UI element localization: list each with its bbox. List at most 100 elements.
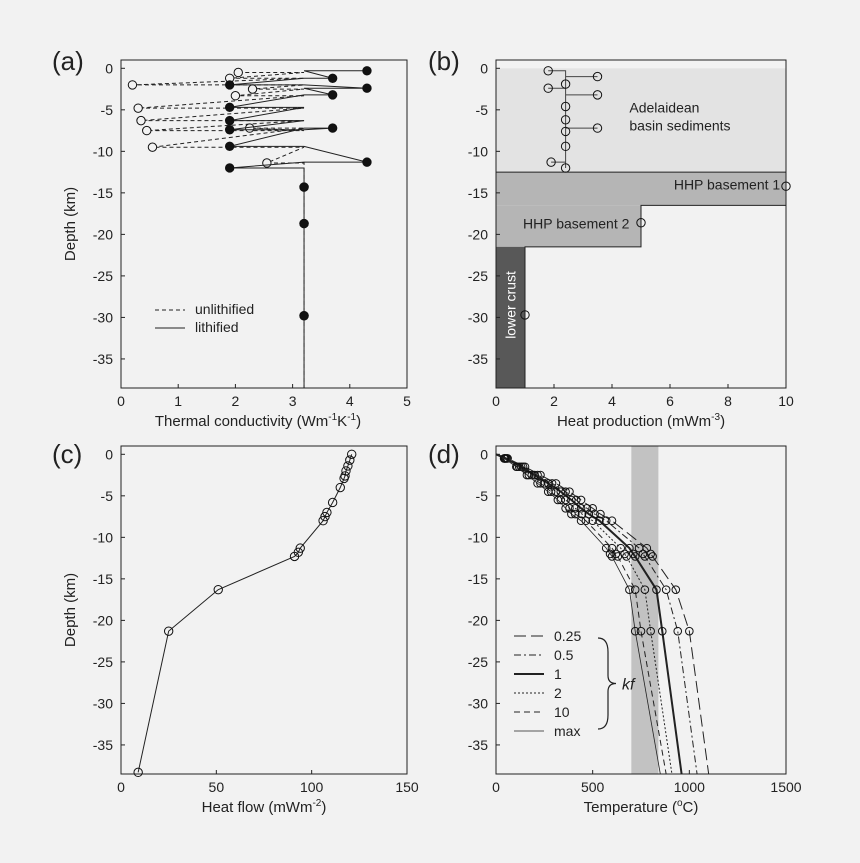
y-tick-label: -5: [476, 488, 489, 504]
y-tick-label: -10: [468, 143, 488, 159]
data-point-lithified: [327, 90, 338, 100]
data-point-unlithified: [247, 84, 258, 94]
y-tick-label: -10: [93, 529, 113, 545]
data-point-unlithified: [147, 142, 158, 152]
data-point-lithified: [299, 311, 309, 321]
x-tick-label: 2: [550, 393, 558, 409]
data-point-lithified: [299, 182, 309, 192]
x-axis-label-a: Thermal conductivity (Wm-1K-1): [155, 412, 361, 430]
data-point: [592, 71, 603, 82]
y-axis-label-c: Depth (km): [62, 573, 79, 647]
sediment-profile-line: [548, 70, 598, 168]
x-axis-label-b-part: ): [720, 413, 725, 430]
x-axis-label-a-part: K: [337, 413, 347, 430]
x-tick-label: 0: [492, 393, 500, 409]
region-2: [496, 205, 641, 247]
y-tick-label: -35: [468, 737, 488, 753]
data-point: [320, 511, 330, 522]
x-axis-label-a-part: -1: [347, 412, 356, 423]
x-axis-label-a-part: ): [356, 413, 361, 430]
y-tick-label: -30: [468, 695, 488, 711]
x-tick-label: 4: [346, 393, 354, 409]
legend-label-kf-1: 1: [554, 666, 562, 682]
data-point-kf-0.25: [588, 503, 597, 513]
data-point-kf-2: [616, 543, 626, 553]
region-label-sediments-line2: basin sediments: [629, 118, 730, 134]
x-axis-label-a-part: Thermal conductivity (Wm: [155, 413, 328, 430]
data-point: [163, 626, 174, 636]
data-point-kf-1: [630, 552, 640, 561]
x-axis-label-d-part: o: [677, 798, 683, 809]
x-tick-label: 2: [232, 393, 240, 409]
x-tick-label: 8: [724, 393, 732, 409]
data-point-kf-10: [636, 626, 646, 636]
x-axis-label-c-part: ): [321, 799, 326, 816]
y-tick-label: -10: [93, 143, 113, 159]
data-point-kf-2: [588, 516, 597, 526]
data-point-lithified: [299, 218, 309, 229]
y-tick-label: -15: [93, 185, 113, 201]
y-tick-label: 0: [480, 446, 488, 462]
y-tick-label: -15: [93, 571, 113, 587]
data-point: [781, 181, 791, 191]
data-point: [543, 83, 553, 93]
data-point-unlithified: [262, 158, 272, 168]
x-tick-label: 0: [492, 779, 500, 795]
data-point-lithified: [224, 163, 235, 173]
data-point-kf-2: [570, 503, 580, 513]
x-tick-label: 0: [117, 779, 125, 795]
region-label-hhp1: HHP basement 1: [674, 177, 781, 193]
y-tick-label: -10: [468, 529, 488, 545]
temperature-band: [631, 446, 659, 774]
data-point: [560, 115, 571, 125]
region-label-lower-crust: lower crust: [503, 271, 519, 339]
data-point-kf-0.25: [576, 495, 586, 505]
x-tick-label: 1500: [770, 779, 801, 795]
y-tick-label: -25: [468, 268, 488, 284]
legend-brace: [597, 637, 617, 730]
x-tick-label: 100: [300, 779, 324, 795]
data-point-kf-1: [567, 495, 576, 505]
data-point-lithified: [362, 66, 372, 76]
region-label-hhp2: HHP basement 2: [523, 216, 630, 232]
y-tick-label: -20: [93, 612, 113, 628]
panel-label-a: (a): [52, 46, 84, 76]
data-point-kf-0.5: [661, 585, 671, 594]
data-point: [520, 310, 530, 320]
x-tick-label: 500: [581, 779, 605, 795]
data-point-unlithified: [233, 67, 243, 78]
data-point: [343, 461, 353, 471]
data-point-kf-1: [595, 516, 604, 526]
series-line-kf-0.25: [495, 453, 710, 775]
y-tick-label: 0: [105, 60, 113, 76]
data-point: [560, 79, 571, 89]
data-point: [295, 543, 305, 553]
y-axis-label-a: Depth (km): [62, 187, 79, 261]
data-point-lithified: [327, 123, 338, 133]
data-point-kf-0.25: [671, 585, 681, 594]
x-axis-label-d-part: Temperature (: [584, 799, 677, 816]
data-point-lithified: [224, 125, 235, 135]
legend-label-lithified: lithified: [195, 319, 239, 335]
y-tick-label: -15: [468, 571, 488, 587]
data-point: [335, 482, 345, 493]
data-point: [327, 497, 338, 508]
data-point-kf-10: [556, 495, 566, 505]
x-tick-label: 6: [666, 393, 674, 409]
data-point-kf-max: [533, 479, 542, 488]
data-point: [592, 90, 603, 100]
data-point: [341, 466, 351, 476]
legend-label-unlithified: unlithified: [195, 301, 254, 317]
data-point-lithified: [362, 157, 372, 167]
data-point-unlithified: [230, 91, 241, 101]
data-point-kf-10: [630, 585, 640, 594]
data-point-kf-0.5: [601, 516, 611, 526]
y-tick-label: -30: [93, 695, 113, 711]
data-point: [322, 507, 332, 518]
data-point: [543, 66, 553, 76]
data-point-kf-max: [543, 487, 553, 496]
data-point-kf-0.25: [685, 626, 694, 636]
x-tick-label: 4: [608, 393, 616, 409]
region-3: [496, 246, 525, 388]
